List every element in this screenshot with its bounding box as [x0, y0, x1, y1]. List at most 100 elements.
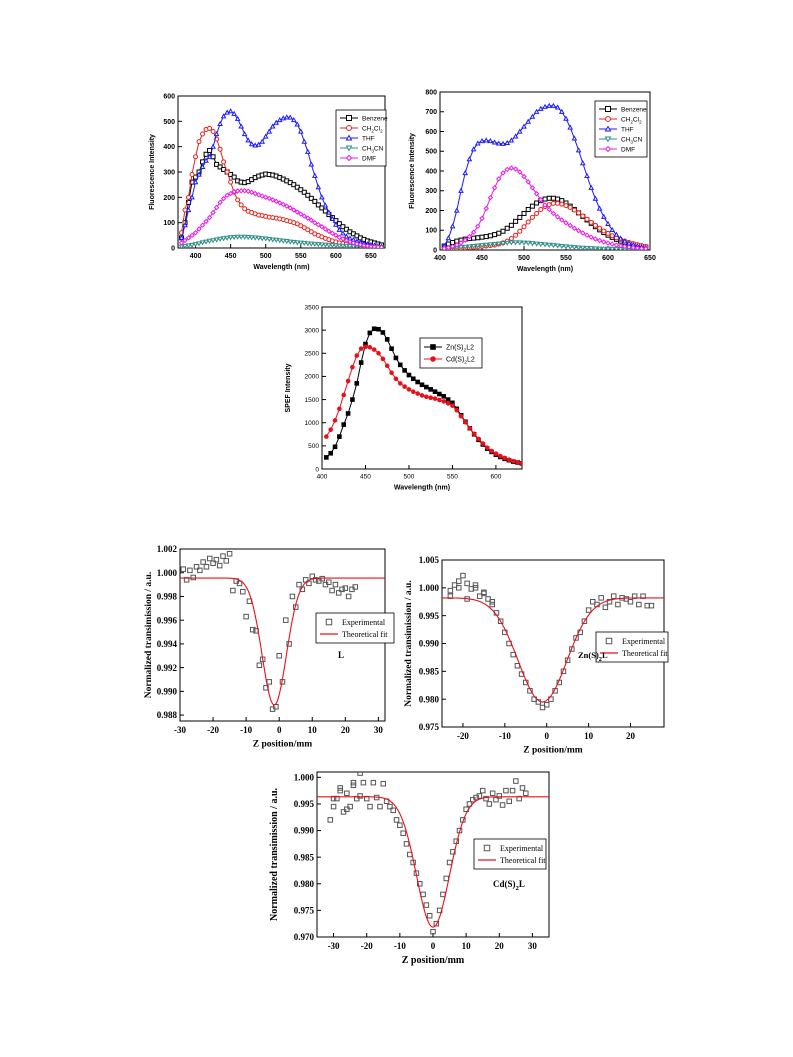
data-point [476, 436, 481, 442]
data-point [377, 803, 383, 810]
data-point [458, 187, 464, 193]
sample-annotation: L [338, 650, 344, 660]
data-point [496, 793, 503, 799]
data-point [266, 237, 273, 243]
data-point [485, 596, 491, 602]
data-point [329, 215, 336, 221]
data-point [491, 139, 498, 145]
data-point [423, 902, 430, 908]
data-point [312, 198, 318, 204]
data-point [206, 238, 213, 244]
data-point [529, 185, 536, 191]
data-point [262, 236, 269, 242]
data-point [376, 350, 381, 356]
data-point [297, 240, 304, 246]
data-point [340, 236, 346, 242]
data-point [621, 238, 628, 244]
data-point [463, 419, 468, 425]
data-point [224, 169, 230, 175]
data-point [567, 205, 573, 211]
data-point [342, 585, 349, 591]
data-point [627, 599, 634, 605]
data-point [199, 222, 206, 228]
data-point [221, 159, 227, 165]
data-point [283, 239, 290, 245]
data-point [224, 192, 230, 199]
legend-marker [430, 356, 436, 362]
data-point [216, 562, 223, 569]
data-point [350, 364, 355, 370]
data-point [238, 123, 245, 129]
y-tick-label: 0.985 [419, 666, 440, 676]
data-point [255, 141, 262, 147]
data-point [596, 205, 603, 211]
data-point [357, 241, 364, 248]
data-point [555, 196, 561, 202]
data-point [563, 203, 569, 209]
data-point [214, 161, 220, 167]
data-point [521, 240, 527, 246]
data-point [454, 242, 460, 248]
data-point [512, 133, 519, 139]
data-point [231, 174, 237, 180]
series-line [444, 202, 646, 250]
y-axis-label: Normalized transimission / a.u. [269, 787, 280, 921]
data-point [584, 245, 590, 250]
data-point [287, 239, 294, 245]
data-point [393, 376, 399, 382]
data-point [280, 238, 287, 244]
data-point [390, 807, 396, 814]
data-point [580, 230, 586, 236]
x-tick-label: 20 [341, 725, 351, 735]
data-point [487, 233, 493, 239]
data-point [328, 427, 333, 432]
data-point [588, 184, 595, 190]
data-point [333, 221, 339, 227]
data-point [217, 236, 223, 242]
data-point [203, 157, 209, 163]
data-point [304, 241, 311, 247]
data-point [479, 234, 485, 240]
chart-zscan-CdS2L: -30 -20 -10 0 10 20 30 0.970 0.975 0.980 0.985 0.99… [269, 771, 550, 966]
data-point [513, 232, 519, 238]
data-point [185, 235, 192, 241]
legend-marker [604, 145, 612, 153]
data-point [504, 166, 510, 173]
fit-curve [180, 577, 385, 706]
data-point [305, 215, 311, 221]
data-point [496, 176, 502, 182]
data-point [419, 382, 425, 388]
data-point [555, 200, 561, 206]
x-tick-label: 400 [434, 255, 446, 262]
data-point [273, 198, 279, 205]
data-point [472, 582, 479, 588]
data-point [344, 790, 350, 797]
x-axis-label: Z position/mm [253, 740, 312, 750]
data-point [318, 242, 325, 248]
data-point [449, 223, 456, 229]
data-point [262, 133, 269, 139]
data-point [298, 223, 304, 229]
data-point [221, 166, 227, 172]
data-point [483, 242, 490, 248]
data-point [199, 163, 206, 170]
data-point [546, 202, 552, 208]
data-point [588, 246, 595, 250]
data-point [371, 347, 377, 352]
data-point [241, 188, 248, 194]
data-point [315, 202, 321, 208]
data-point [182, 243, 188, 248]
data-point [358, 346, 364, 351]
data-point [242, 206, 248, 212]
data-point [283, 617, 289, 623]
data-point [269, 123, 276, 129]
data-point [240, 588, 246, 595]
data-point [567, 244, 574, 250]
data-point [636, 601, 642, 608]
data-point [504, 225, 510, 231]
data-point [339, 586, 345, 593]
data-point [571, 245, 578, 250]
data-point [378, 244, 385, 248]
data-point [228, 172, 234, 178]
data-point [189, 242, 195, 248]
